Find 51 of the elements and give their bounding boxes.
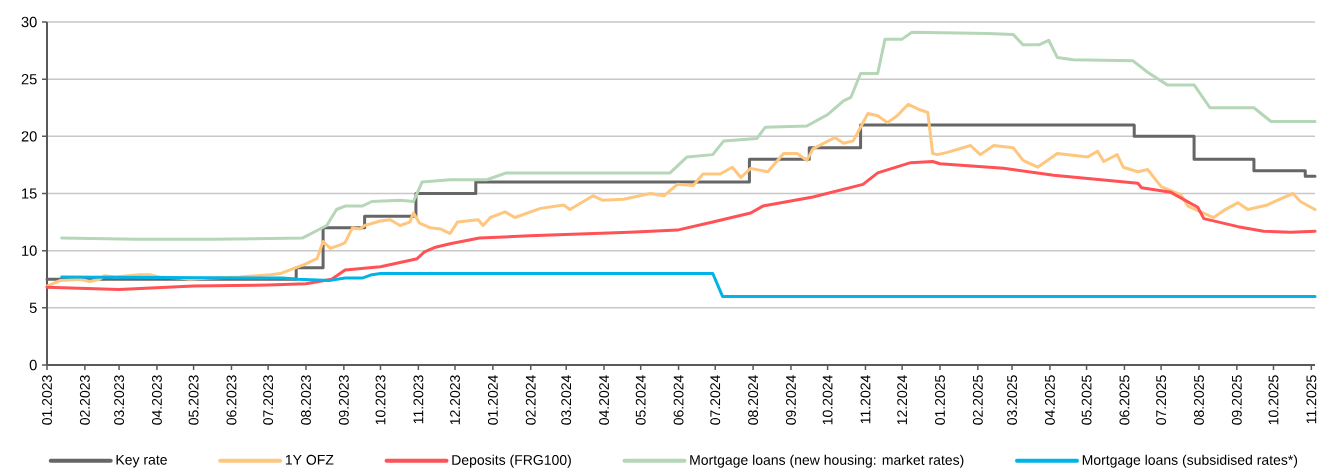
x-tick-label: 02.2024 bbox=[525, 375, 536, 425]
x-tick-label: 04.2024 bbox=[599, 375, 610, 425]
x-tick-label: 06.2023 bbox=[226, 375, 237, 425]
x-tick-label: 01.2024 bbox=[487, 375, 498, 425]
x-tick-label: 09.2024 bbox=[786, 375, 796, 425]
y-tick-label: 0 bbox=[29, 359, 37, 371]
x-tick-label: 05.2023 bbox=[188, 375, 199, 425]
legend-label: Deposits (FRG100) bbox=[452, 454, 571, 468]
x-tick-label: 03.2025 bbox=[1007, 375, 1018, 425]
x-tick-label: 07.2024 bbox=[710, 375, 721, 425]
y-tick-label: 25 bbox=[21, 73, 37, 85]
line-series bbox=[60, 272, 1317, 298]
x-tick-label: 08.2023 bbox=[301, 375, 311, 425]
x-tick-label: 01.2025 bbox=[935, 375, 945, 425]
x-tick-label: 10.2024 bbox=[822, 375, 833, 425]
legend-label: 1Y OFZ bbox=[285, 454, 334, 465]
x-tick-label: 11.2025 bbox=[1306, 375, 1317, 424]
line-series bbox=[45, 159, 1317, 292]
x-tick-label: 03.2023 bbox=[114, 375, 125, 425]
y-tick-label: 5 bbox=[29, 302, 37, 313]
x-tick-label: 03.2024 bbox=[561, 375, 572, 425]
x-tick-label: 06.2024 bbox=[673, 375, 684, 425]
x-tick-label: 12.2023 bbox=[450, 375, 460, 425]
y-tick-label: 30 bbox=[21, 16, 37, 28]
x-tick-label: 06.2025 bbox=[1119, 375, 1130, 425]
x-tick-label: 04.2023 bbox=[152, 375, 162, 425]
x-tick-label: 10.2023 bbox=[375, 375, 386, 425]
x-tick-label: 12.2024 bbox=[897, 375, 908, 425]
y-tick-label: 10 bbox=[22, 245, 37, 256]
x-tick-label: 05.2024 bbox=[635, 375, 646, 425]
x-tick-label: 07.2025 bbox=[1156, 375, 1167, 425]
legend-label: Mortgage loans (subsidised rates*) bbox=[1082, 454, 1298, 468]
x-tick-label: 11.2023 bbox=[413, 375, 424, 424]
x-tick-label: 07.2023 bbox=[263, 375, 274, 425]
x-tick-label: 09.2025 bbox=[1231, 375, 1242, 425]
legend-label: Mortgage loans (new housing: market rates) bbox=[690, 454, 964, 468]
x-tick-label: 02.2025 bbox=[972, 375, 983, 425]
line-series bbox=[60, 30, 1317, 241]
x-tick-label: 08.2024 bbox=[748, 375, 759, 425]
x-tick-label: 04.2025 bbox=[1044, 375, 1055, 425]
x-tick-label: 05.2025 bbox=[1081, 375, 1092, 425]
legend-label: Key rate bbox=[116, 454, 167, 468]
x-tick-label: 01.2023 bbox=[42, 375, 52, 425]
x-tick-label: 10.2025 bbox=[1268, 375, 1279, 425]
line-series bbox=[45, 102, 1317, 288]
x-tick-label: 11.2024 bbox=[860, 375, 871, 424]
y-tick-label: 15 bbox=[22, 188, 37, 199]
x-tick-label: 08.2025 bbox=[1194, 375, 1204, 425]
y-tick-label: 20 bbox=[21, 131, 37, 142]
x-tick-label: 09.2023 bbox=[338, 375, 349, 425]
x-tick-label: 02.2023 bbox=[79, 375, 90, 425]
